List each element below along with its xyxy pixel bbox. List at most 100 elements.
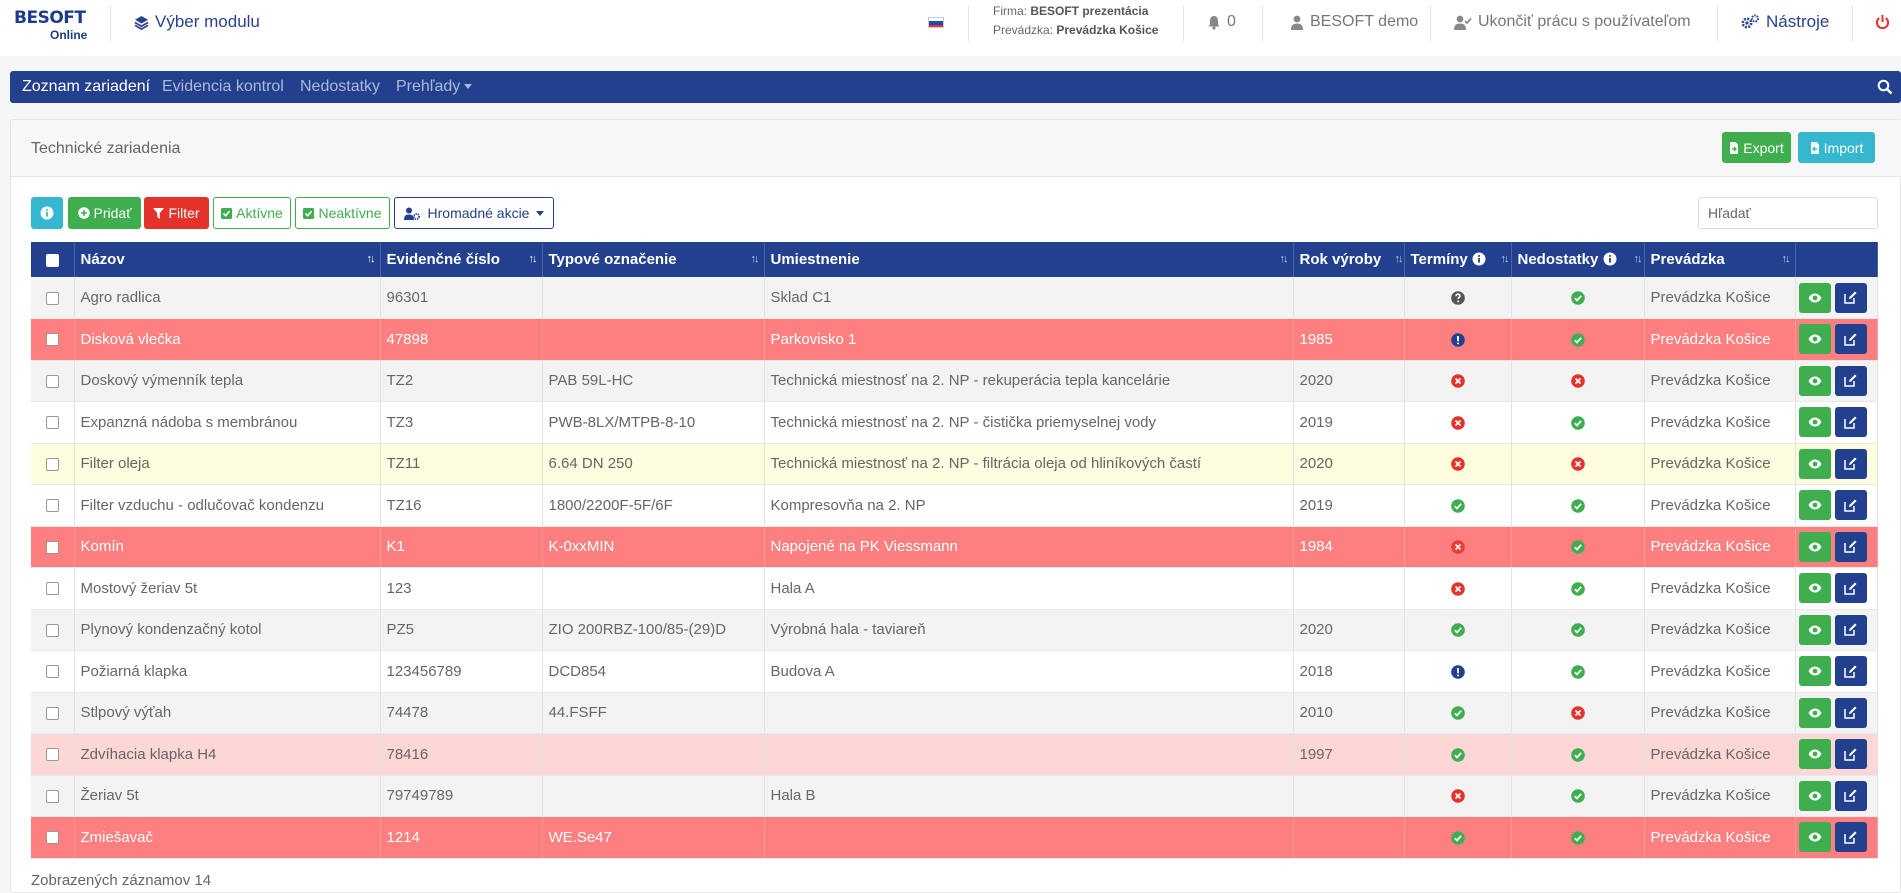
check-circle-icon[interactable] <box>1570 789 1585 804</box>
times-circle-icon[interactable] <box>1570 706 1585 721</box>
export-button[interactable]: Export <box>1722 132 1791 163</box>
row-checkbox[interactable] <box>45 831 59 845</box>
col-typove-oznacenie[interactable]: Typové označenie ↑↓ <box>542 242 765 277</box>
check-circle-icon[interactable] <box>1570 291 1585 305</box>
view-button[interactable] <box>1798 739 1831 770</box>
view-button[interactable] <box>1798 531 1831 562</box>
table-row[interactable]: Zdvíhacia klapka H4 78416 1997 Prevádzka Ko… <box>31 733 1878 776</box>
exclamation-circle-icon[interactable] <box>1450 664 1465 679</box>
view-button[interactable] <box>1798 573 1831 604</box>
table-row[interactable]: Disková vlečka 47898 Parkovisko 1 1985 Prevá… <box>31 318 1878 361</box>
check-circle-icon[interactable] <box>1570 332 1585 347</box>
edit-button[interactable] <box>1834 656 1867 687</box>
times-circle-icon[interactable] <box>1450 457 1465 472</box>
view-button[interactable] <box>1798 407 1831 438</box>
edit-button[interactable] <box>1834 407 1867 438</box>
check-circle-icon[interactable] <box>1450 830 1465 845</box>
view-button[interactable] <box>1798 780 1831 811</box>
table-row[interactable]: Doskový výmenník tepla TZ2 PAB 59L-HC Techn… <box>31 360 1878 402</box>
col-prevadzka[interactable]: Prevádzka ↑↓ <box>1644 242 1796 277</box>
view-button[interactable] <box>1798 282 1831 313</box>
row-checkbox[interactable] <box>45 457 59 471</box>
check-circle-icon[interactable] <box>1570 581 1585 596</box>
slovak-flag-icon[interactable] <box>928 17 944 28</box>
check-circle-icon[interactable] <box>1450 747 1465 762</box>
check-circle-icon[interactable] <box>1570 540 1585 555</box>
edit-button[interactable] <box>1834 324 1867 355</box>
times-circle-icon[interactable] <box>1450 540 1465 555</box>
table-row[interactable]: Filter vzduchu - odlučovač kondenzu TZ16 1… <box>31 484 1878 527</box>
times-circle-icon[interactable] <box>1450 374 1465 389</box>
edit-button[interactable] <box>1834 780 1867 811</box>
table-row[interactable]: Stlpový výťah 74478 44.FSFF 2010 Prevádzka K… <box>31 692 1878 734</box>
table-row[interactable]: Plynový kondenzačný kotol PZ5 ZIO 200RBZ-1… <box>31 609 1878 651</box>
row-checkbox[interactable] <box>45 333 59 347</box>
col-umiestnenie[interactable]: Umiestnenie ↑↓ <box>764 242 1294 277</box>
col-terminy[interactable]: Termíny ↑↓ <box>1404 242 1512 277</box>
info-icon[interactable] <box>1472 252 1486 266</box>
table-row[interactable]: Požiarná klapka 123456789 DCD854 Budova A 20… <box>31 650 1878 693</box>
col-nazov[interactable]: Názov ↑↓ <box>74 242 381 277</box>
edit-button[interactable] <box>1834 282 1867 313</box>
filter-button[interactable]: Filter <box>144 197 209 229</box>
check-circle-icon[interactable] <box>1450 498 1465 513</box>
row-checkbox[interactable] <box>45 623 59 637</box>
besoft-logo[interactable]: BESOFT Online <box>14 8 90 44</box>
bulk-actions-dropdown[interactable]: Hromadné akcie <box>394 197 554 229</box>
edit-button[interactable] <box>1834 739 1867 770</box>
exclamation-circle-icon[interactable] <box>1450 332 1465 347</box>
times-circle-icon[interactable] <box>1570 457 1585 472</box>
table-row[interactable]: Zmiešavač 1214 WE.Se47 Prevádzka Košice <box>31 816 1878 859</box>
edit-button[interactable] <box>1834 490 1867 521</box>
logout-button[interactable] <box>1875 0 1896 44</box>
check-circle-icon[interactable] <box>1570 747 1585 762</box>
col-rok-vyroby[interactable]: Rok výroby ↑↓ <box>1293 242 1405 277</box>
edit-button[interactable] <box>1834 531 1867 562</box>
nav-evidencia-kontrol[interactable]: Evidencia kontrol <box>162 78 284 95</box>
view-button[interactable] <box>1798 490 1831 521</box>
edit-button[interactable] <box>1834 614 1867 645</box>
times-circle-icon[interactable] <box>1450 581 1465 596</box>
check-circle-icon[interactable] <box>1570 664 1585 679</box>
select-all-checkbox[interactable] <box>45 253 59 267</box>
edit-button[interactable] <box>1834 448 1867 479</box>
edit-button[interactable] <box>1834 365 1867 396</box>
module-selector[interactable]: Výber modulu <box>134 0 260 44</box>
times-circle-icon[interactable] <box>1450 789 1465 804</box>
view-button[interactable] <box>1798 697 1831 728</box>
row-checkbox[interactable] <box>45 416 59 430</box>
view-button[interactable] <box>1798 324 1831 355</box>
row-checkbox[interactable] <box>45 706 59 720</box>
check-circle-icon[interactable] <box>1450 623 1465 638</box>
table-row[interactable]: Komín K1 K-0xxMIN Napojené na PK Viessmann 1… <box>31 526 1878 568</box>
row-checkbox[interactable] <box>45 582 59 596</box>
col-nedostatky[interactable]: Nedostatky ↑↓ <box>1511 242 1645 277</box>
col-evidencne-cislo[interactable]: Evidenčné číslo ↑↓ <box>380 242 543 277</box>
times-circle-icon[interactable] <box>1570 374 1585 389</box>
view-button[interactable] <box>1798 656 1831 687</box>
user-menu[interactable]: BESOFT demo <box>1290 0 1418 44</box>
nav-prehlady[interactable]: Prehľady <box>396 71 473 103</box>
check-circle-icon[interactable] <box>1570 623 1585 638</box>
check-circle-icon[interactable] <box>1450 706 1465 721</box>
view-button[interactable] <box>1798 448 1831 479</box>
edit-button[interactable] <box>1834 697 1867 728</box>
row-checkbox[interactable] <box>45 789 59 803</box>
view-button[interactable] <box>1798 822 1831 853</box>
import-button[interactable]: Import <box>1798 132 1875 163</box>
check-circle-icon[interactable] <box>1570 498 1585 513</box>
check-circle-icon[interactable] <box>1570 830 1585 845</box>
row-checkbox[interactable] <box>45 291 59 305</box>
active-toggle[interactable]: Aktívne <box>213 197 291 229</box>
tools-menu[interactable]: Nástroje <box>1741 0 1829 44</box>
add-button[interactable]: Pridať <box>68 197 141 229</box>
inactive-toggle[interactable]: Neaktívne <box>295 197 390 229</box>
nav-nedostatky[interactable]: Nedostatky <box>300 78 381 95</box>
row-checkbox[interactable] <box>45 540 59 554</box>
table-row[interactable]: Filter oleja TZ11 6.64 DN 250 Technická mie… <box>31 443 1878 485</box>
view-button[interactable] <box>1798 614 1831 645</box>
table-row[interactable]: Mostový žeriav 5t 123 Hala A Prevádzka Koši… <box>31 567 1878 610</box>
edit-button[interactable] <box>1834 573 1867 604</box>
nav-zoznam-zariadeni[interactable]: Zoznam zariadení <box>22 78 151 95</box>
info-button[interactable] <box>31 197 63 229</box>
